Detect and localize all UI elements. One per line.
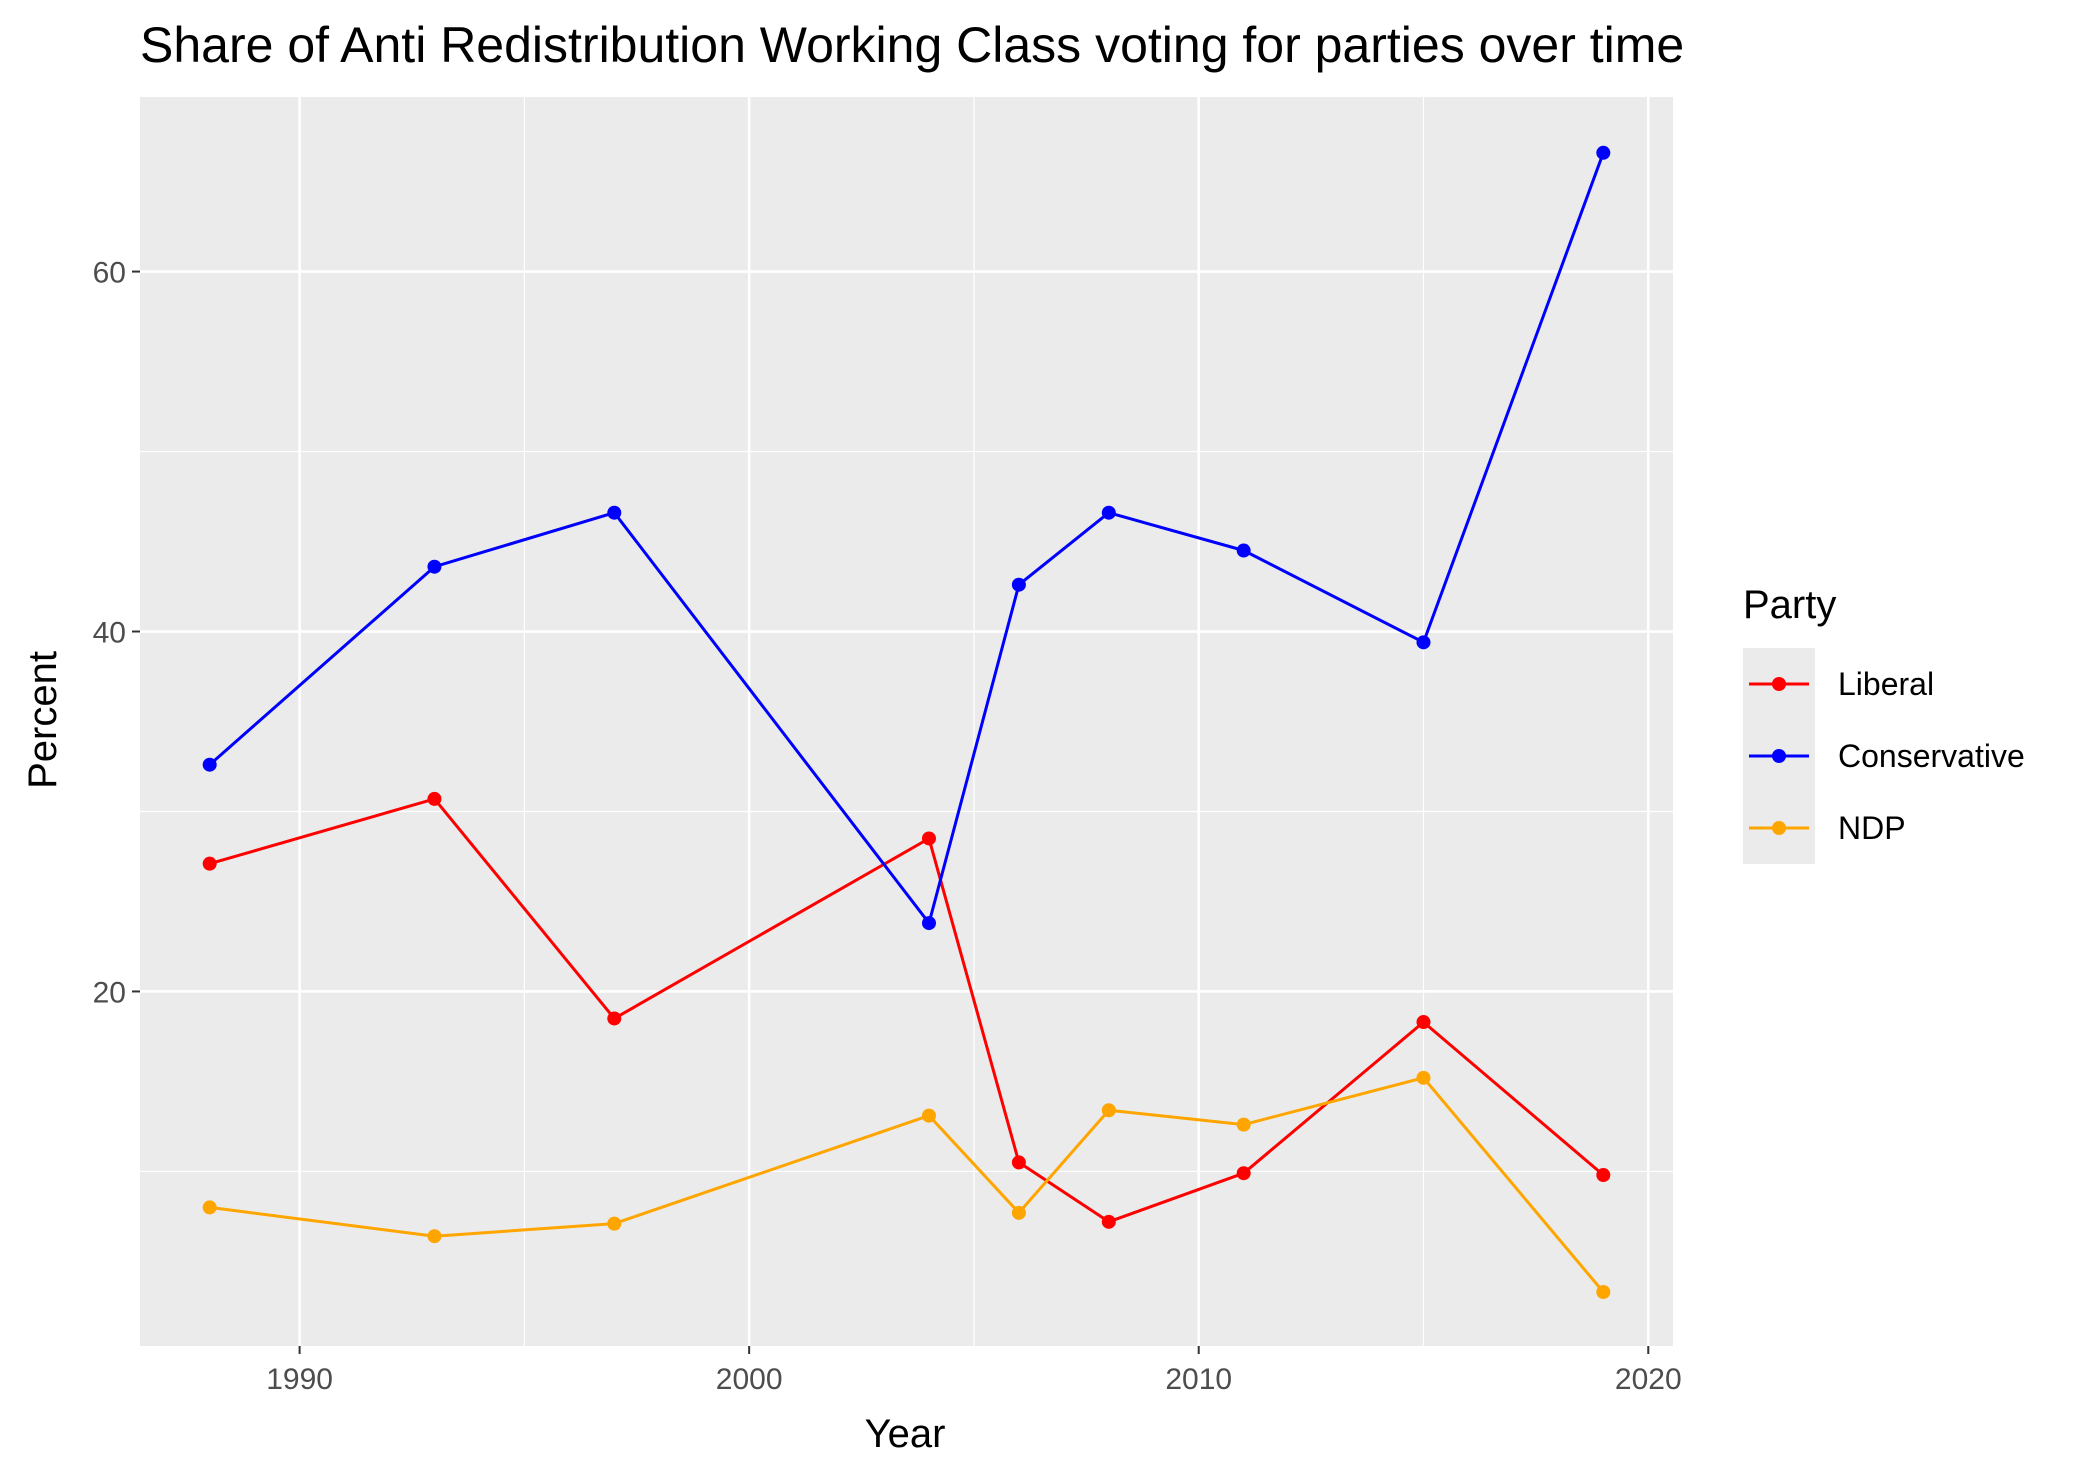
x-tick-label: 1990 [266,1363,333,1396]
x-tick-label: 2010 [1165,1363,1232,1396]
data-point-liberal [1101,1214,1116,1229]
major-gridlines [140,97,1673,1346]
data-point-conservative [202,757,217,772]
data-point-ndp [921,1108,936,1123]
data-point-ndp [202,1200,217,1215]
x-tick-label: 2020 [1615,1363,1682,1396]
data-point-liberal [1416,1015,1431,1030]
x-axis-ticks: 1990 2000 2010 2020 [266,1346,1682,1396]
legend-key-point-ndp [1772,821,1786,835]
data-point-conservative [1596,145,1611,160]
data-point-ndp [607,1216,622,1231]
data-point-liberal [202,856,217,871]
data-point-liberal [1236,1166,1251,1181]
data-point-conservative [1011,577,1026,592]
series-points [202,145,1611,1300]
legend: Liberal Conservative NDP [1743,648,2025,864]
legend-title: Party [1743,583,1836,627]
data-point-liberal [427,791,442,806]
y-axis-title: Percent [21,651,65,789]
data-point-conservative [427,559,442,574]
data-point-liberal [607,1011,622,1026]
chart-title: Share of Anti Redistribution Working Cla… [140,17,1684,73]
legend-label-ndp: NDP [1838,810,1906,846]
data-point-ndp [1236,1117,1251,1132]
legend-key-point-conservative [1772,749,1786,763]
plot-panel [140,97,1673,1346]
data-point-liberal [1011,1155,1026,1170]
data-point-ndp [427,1229,442,1244]
y-tick-label: 60 [93,257,126,290]
y-tick-label: 40 [93,617,126,650]
data-point-ndp [1011,1205,1026,1220]
y-tick-label: 20 [93,976,126,1009]
data-point-conservative [1236,543,1251,558]
data-point-ndp [1416,1070,1431,1085]
data-point-conservative [1101,505,1116,520]
legend-label-liberal: Liberal [1838,666,1934,702]
x-axis-title: Year [865,1412,946,1456]
data-point-liberal [1596,1168,1611,1183]
data-point-ndp [1596,1285,1611,1300]
legend-key-point-liberal [1772,677,1786,691]
data-point-conservative [607,505,622,520]
data-point-conservative [921,916,936,931]
x-tick-label: 2000 [716,1363,783,1396]
data-point-conservative [1416,635,1431,650]
y-axis-ticks: 20 40 60 [93,257,140,1009]
legend-label-conservative: Conservative [1838,738,2025,774]
data-point-liberal [921,831,936,846]
data-point-ndp [1101,1103,1116,1118]
